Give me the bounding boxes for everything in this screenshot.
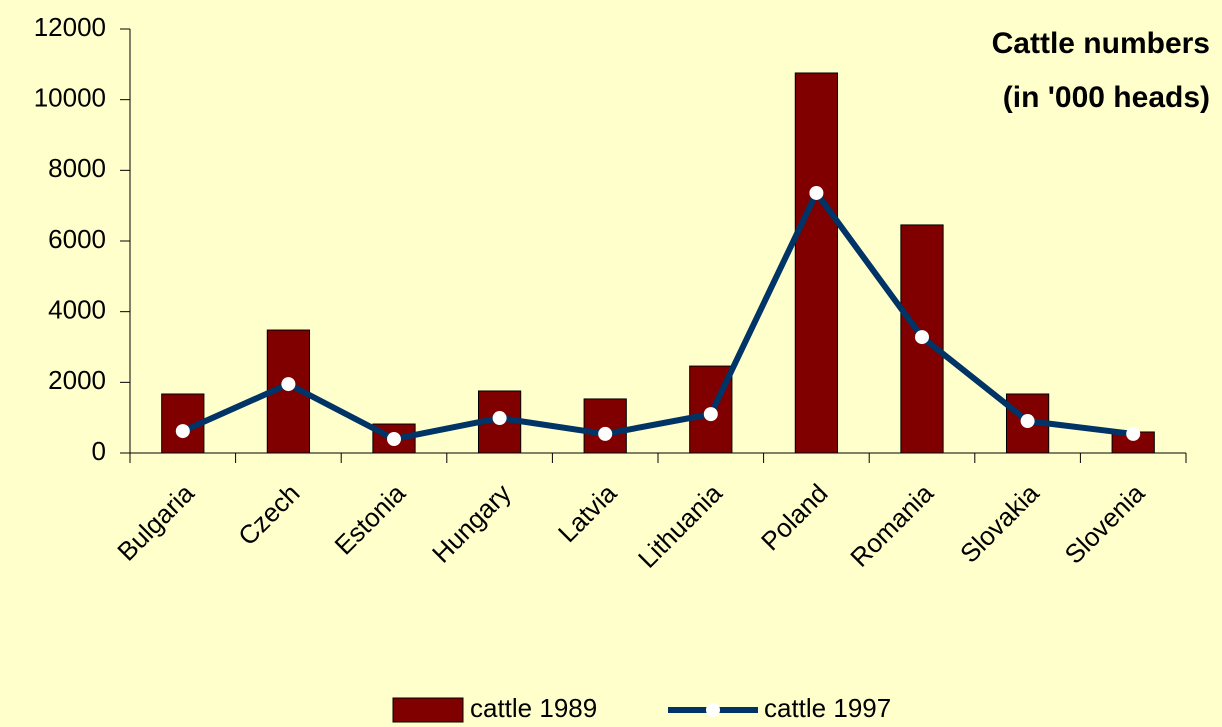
chart-subtitle: (in '000 heads)	[1003, 81, 1210, 114]
point	[809, 185, 824, 200]
legend-swatch	[706, 703, 720, 717]
y-tick-label: 8000	[48, 153, 106, 183]
y-tick-label: 6000	[48, 224, 106, 254]
legend-label: cattle 1989	[470, 693, 597, 723]
y-tick-label: 4000	[48, 295, 106, 325]
point	[387, 432, 401, 447]
legend-label: cattle 1997	[764, 693, 891, 723]
point	[915, 330, 929, 345]
point	[492, 411, 507, 426]
point	[1020, 414, 1035, 429]
point	[281, 377, 296, 392]
y-tick-label: 0	[92, 436, 106, 466]
y-tick-label: 12000	[34, 12, 106, 42]
line	[181, 189, 1134, 443]
point	[598, 426, 613, 441]
chart-title: Cattle numbers	[992, 27, 1210, 60]
point	[175, 424, 190, 439]
point	[1126, 426, 1141, 441]
y-tick-label: 2000	[48, 365, 106, 395]
legend-swatch	[392, 697, 464, 723]
bar	[583, 398, 627, 454]
y-tick-label: 10000	[34, 83, 106, 113]
point	[703, 407, 718, 422]
bar	[794, 72, 839, 454]
